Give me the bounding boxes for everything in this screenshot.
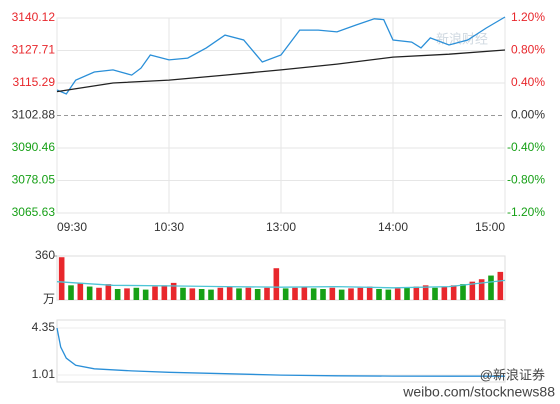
volume-bar	[282, 288, 289, 300]
y2-tick-label: -1.20%	[507, 205, 545, 219]
volume-bar	[124, 288, 130, 300]
volume-bar	[478, 279, 485, 300]
x-tick-label: 13:00	[266, 220, 296, 234]
y-tick-label: 3127.71	[12, 43, 56, 57]
y-tick-label: 360	[35, 248, 55, 262]
volume-bar	[226, 286, 233, 300]
price-line	[56, 16, 506, 95]
volume-bar	[450, 285, 457, 300]
volume-bar	[320, 289, 326, 300]
volume-bar	[114, 289, 121, 300]
y-tick-label: 3102.88	[12, 108, 56, 122]
volume-bar	[180, 287, 186, 300]
y-tick-label: 3065.63	[12, 205, 56, 219]
volume-bar	[432, 287, 438, 300]
plot-frame	[56, 255, 506, 301]
volume-bar	[58, 257, 65, 300]
x-tick-label: 15:00	[475, 220, 505, 234]
y-tick-label: 3078.05	[12, 173, 56, 187]
volume-bar	[86, 286, 93, 300]
volume-bar	[236, 288, 242, 300]
ratio-line	[56, 327, 505, 377]
volume-bar	[310, 288, 317, 300]
volume-bar	[208, 289, 214, 300]
x-tick-label: 14:00	[378, 220, 408, 234]
volume-bar	[217, 287, 224, 300]
volume-bar	[422, 285, 429, 300]
volume-bar	[497, 271, 504, 300]
volume-bar	[292, 287, 298, 300]
volume-bar	[264, 287, 270, 300]
volume-bar	[376, 289, 382, 300]
y-tick-label: 3140.12	[12, 10, 56, 24]
volume-bar	[394, 288, 401, 300]
volume-bar	[96, 287, 102, 300]
y2-tick-label: 0.80%	[511, 43, 545, 57]
volume-bar	[152, 286, 158, 300]
volume-bar	[105, 284, 112, 300]
volume-bar	[170, 282, 177, 300]
x-tick-label: 10:30	[154, 220, 184, 234]
y-tick-label: 4.35	[32, 320, 56, 334]
volume-bar	[469, 281, 476, 300]
price-line	[56, 49, 506, 93]
y2-tick-label: 1.20%	[511, 10, 545, 24]
y2-tick-label: -0.40%	[507, 140, 545, 154]
volume-bar	[366, 286, 373, 300]
volume-bar	[329, 287, 336, 300]
watermark: 新浪财经	[436, 31, 488, 46]
volume-bar	[142, 289, 149, 300]
y2-tick-label: 0.40%	[511, 75, 545, 89]
y-tick-label: 3115.29	[13, 75, 56, 89]
volume-ma-line	[56, 279, 506, 289]
volume-bar	[488, 275, 494, 300]
y-tick-label: 3090.46	[12, 140, 56, 154]
volume-bar	[404, 287, 410, 300]
volume-bar	[273, 268, 280, 300]
volume-bar	[348, 288, 354, 300]
watermark: @新浪证券	[480, 367, 545, 382]
volume-bar	[245, 287, 252, 300]
volume-bar	[441, 286, 448, 300]
volume-bar	[254, 289, 261, 300]
volume-bar	[413, 286, 420, 300]
y2-tick-label: 0.00%	[511, 108, 545, 122]
watermark: weibo.com/stocknews88	[402, 384, 555, 400]
plot-frame	[56, 319, 506, 383]
y-tick-label: 1.01	[32, 367, 56, 381]
volume-bar	[460, 284, 466, 300]
x-tick-label: 09:30	[57, 220, 87, 234]
volume-bar	[338, 289, 345, 300]
volume-bar	[198, 289, 205, 300]
volume-bar	[189, 288, 196, 300]
volume-bar	[133, 287, 140, 300]
volume-bar	[77, 282, 84, 300]
volume-bar	[161, 285, 168, 300]
unit-label: 万	[43, 292, 55, 306]
y2-tick-label: -0.80%	[507, 173, 545, 187]
volume-bar	[301, 286, 308, 300]
volume-bar	[385, 289, 392, 300]
volume-bar	[357, 287, 364, 300]
volume-bar	[68, 285, 74, 300]
